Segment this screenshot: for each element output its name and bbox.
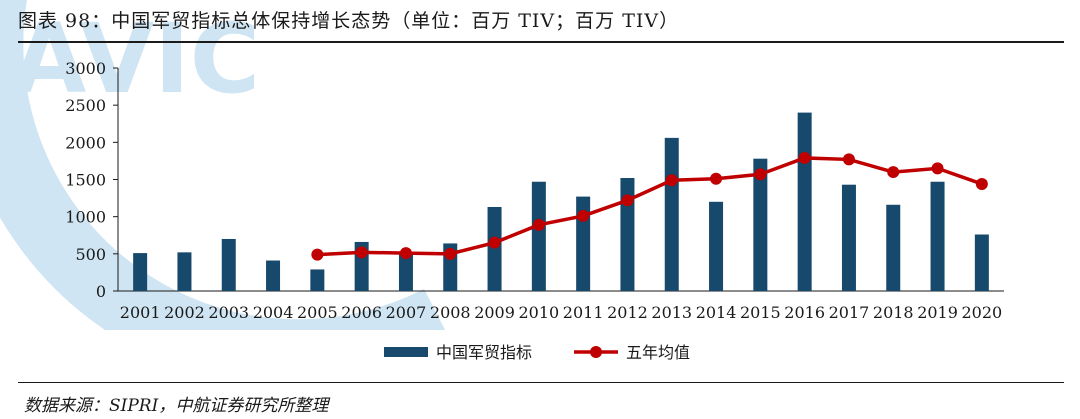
bar-2014 <box>709 201 724 291</box>
bar-2002 <box>177 252 192 291</box>
point-2020 <box>975 177 988 190</box>
chart: 0 500 1000 1500 2000 2500 3000 2001 2002 2003 2004… <box>65 59 1004 362</box>
point-2017 <box>842 153 855 166</box>
title-rule <box>18 41 1064 43</box>
x-tick-label: 2014 <box>696 303 737 322</box>
x-tick-label: 2003 <box>208 303 249 322</box>
point-2010 <box>532 218 545 231</box>
x-tick-label: 2008 <box>430 303 471 322</box>
x-tick-label: 2019 <box>917 303 958 322</box>
x-tick-label: 2017 <box>829 303 870 322</box>
y-tick-label: 1500 <box>65 171 106 190</box>
bar-2017 <box>841 184 856 291</box>
y-tick-label: 0 <box>96 282 106 301</box>
x-tick-label: 2010 <box>518 303 559 322</box>
bar-2020 <box>974 234 989 291</box>
bar-2015 <box>753 158 768 291</box>
footer-rule <box>18 382 1064 383</box>
x-tick-label: 2005 <box>297 303 338 322</box>
chart-title: 图表 98：中国军贸指标总体保持增长态势（单位：百万 TIV；百万 TIV） <box>18 10 680 32</box>
bar-2013 <box>664 137 679 291</box>
x-tick-label: 2015 <box>740 303 781 322</box>
watermark-text: AVIC <box>12 3 260 115</box>
bar-2010 <box>531 181 546 291</box>
bar-2001 <box>133 253 148 291</box>
point-2008 <box>444 247 457 260</box>
x-tick-label: 2006 <box>341 303 382 322</box>
bar-2012 <box>620 178 635 291</box>
legend-bar-label: 中国军贸指标 <box>436 343 532 362</box>
legend-bar-swatch <box>384 347 428 357</box>
line-five-year-average <box>317 156 983 257</box>
bar-2019 <box>930 181 945 291</box>
point-2019 <box>931 162 944 175</box>
point-2007 <box>399 247 412 260</box>
x-tick-label: 2002 <box>164 303 205 322</box>
bar-2007 <box>398 253 413 291</box>
point-2014 <box>710 172 723 185</box>
point-2016 <box>798 151 811 164</box>
bar-2004 <box>266 260 281 291</box>
x-tick-label: 2013 <box>651 303 692 322</box>
source-note: 数据来源：SIPRI，中航证券研究所整理 <box>24 396 329 416</box>
bar-2003 <box>221 238 236 291</box>
point-2009 <box>488 236 501 249</box>
point-2005 <box>311 248 324 261</box>
legend-line-marker <box>590 346 602 358</box>
point-2018 <box>887 166 900 179</box>
x-tick-label: 2018 <box>873 303 914 322</box>
x-tick-label: 2012 <box>607 303 648 322</box>
bar-2018 <box>886 204 901 291</box>
x-tick-label: 2009 <box>474 303 515 322</box>
bar-2005 <box>310 269 325 291</box>
x-tick-label: 2004 <box>253 303 294 322</box>
x-tick-label: 2007 <box>386 303 427 322</box>
point-2011 <box>577 209 590 222</box>
y-tick-label: 1000 <box>65 208 106 227</box>
y-tick-label: 2000 <box>65 133 106 152</box>
x-tick-label: 2011 <box>563 303 604 322</box>
legend-line-label: 五年均值 <box>626 343 690 362</box>
bar-2009 <box>487 207 502 291</box>
bar-2016 <box>797 112 812 291</box>
y-tick-label: 2500 <box>65 96 106 115</box>
point-2013 <box>665 174 678 187</box>
point-2006 <box>355 246 368 259</box>
x-tick-label: 2016 <box>784 303 825 322</box>
x-tick-label: 2020 <box>961 303 1002 322</box>
watermark-logo: AVIC <box>0 0 446 330</box>
y-tick-label: 500 <box>75 245 106 264</box>
y-tick-label: 3000 <box>65 59 106 78</box>
x-tick-label: 2001 <box>120 303 161 322</box>
point-2012 <box>621 194 634 207</box>
point-2015 <box>754 168 767 181</box>
